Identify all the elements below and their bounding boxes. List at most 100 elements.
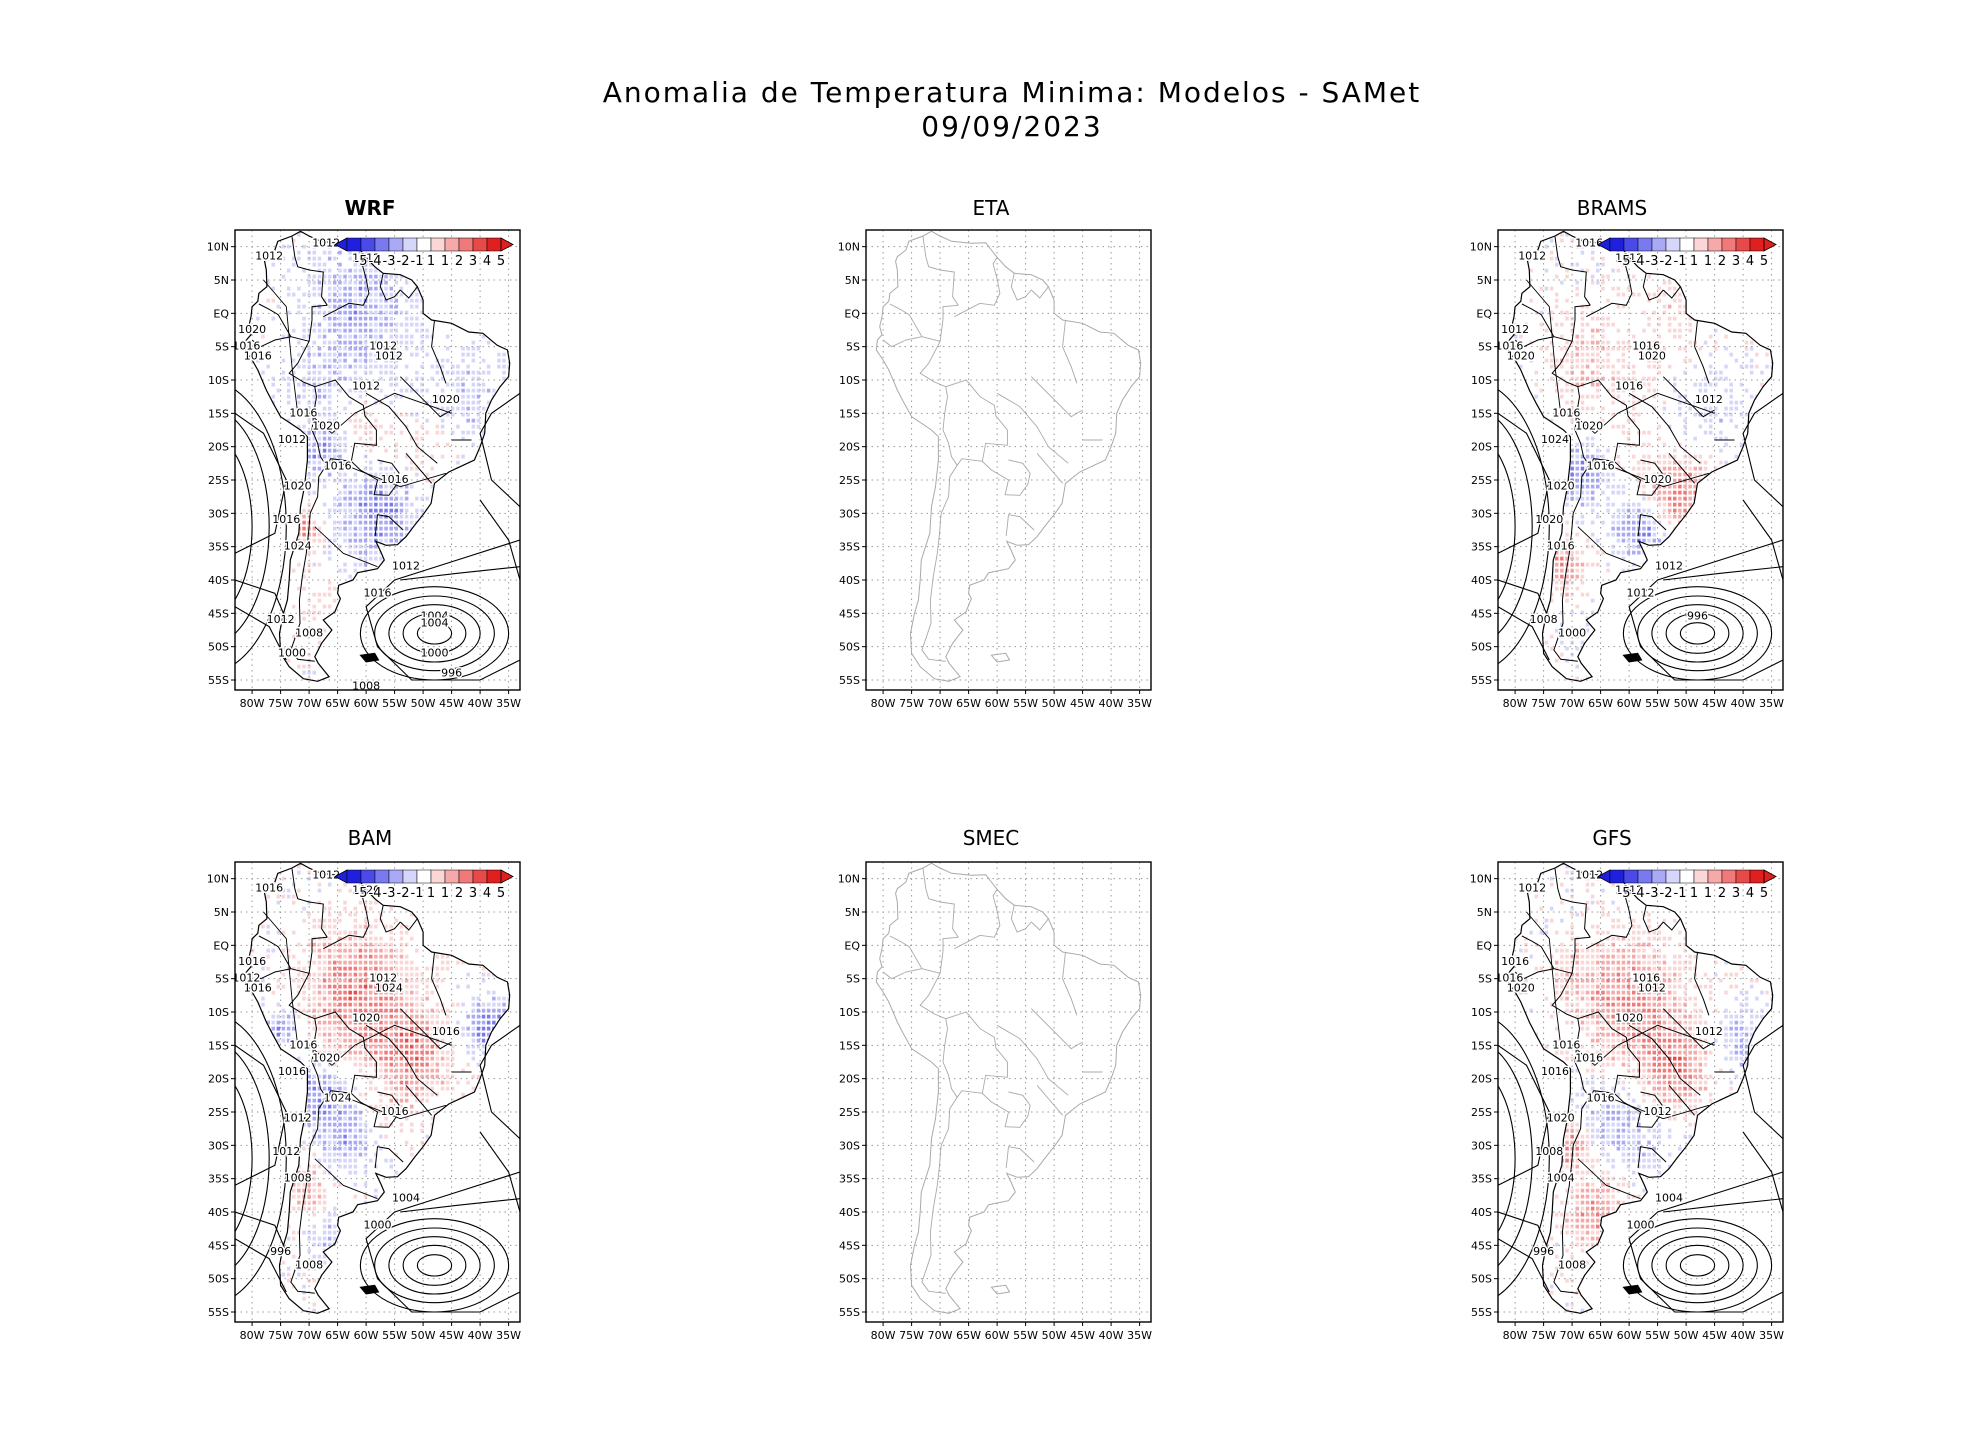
country-border: [1553, 936, 1591, 974]
lat-tick-label: 45S: [839, 1239, 860, 1252]
lat-tick-label: 20S: [208, 441, 229, 454]
lon-tick-label: 55W: [382, 697, 407, 710]
country-border: [311, 1011, 377, 1099]
colorbar-label: -2: [1660, 254, 1673, 269]
lat-tick-label: 40S: [839, 574, 860, 587]
country-border: [374, 1146, 404, 1169]
isobar-label: 1016: [232, 340, 260, 353]
isobar-label: 1008: [284, 1172, 312, 1185]
isobar-label: 1016: [278, 1065, 306, 1078]
lat-tick-label: 5N: [214, 906, 229, 919]
colorbar-swatch: [1609, 237, 1625, 252]
lat-tick-label: 25S: [839, 1106, 860, 1119]
lat-tick-label: EQ: [1476, 939, 1492, 952]
lon-tick-label: 45W: [1070, 697, 1095, 710]
colorbar-label: 3: [1732, 254, 1740, 269]
lat-tick-label: 15S: [839, 407, 860, 420]
lon-tick-label: 65W: [956, 1329, 981, 1342]
lon-tick-label: 75W: [1531, 1329, 1556, 1342]
falklands: [1622, 652, 1643, 663]
country-border: [1010, 905, 1032, 933]
isobar-label: 1012: [1575, 868, 1603, 881]
colorbar-label: 4: [1746, 886, 1754, 901]
isobar-label: 1024: [375, 982, 403, 995]
isobar-label: 1016: [244, 350, 272, 363]
isobar-label: 1016: [255, 882, 283, 895]
lat-tick-label: 20S: [839, 1073, 860, 1086]
colorbar-label: -4: [369, 886, 382, 901]
isobars: [235, 911, 520, 1313]
country-border: [1694, 951, 1710, 1016]
isobar-label: 1012: [1518, 882, 1546, 895]
lat-tick-label: 15S: [1471, 1039, 1492, 1052]
country-border: [922, 236, 959, 306]
graticule: [866, 230, 1151, 690]
lat-tick-label: 45S: [1471, 607, 1492, 620]
country-border: [311, 379, 377, 467]
isobar-label: 1012: [278, 433, 306, 446]
lat-tick-label: 55S: [208, 1306, 229, 1319]
lat-tick-label: 35S: [1471, 1173, 1492, 1186]
lon-tick-label: 70W: [928, 697, 953, 710]
colorbar-label: 4: [483, 886, 491, 901]
country-border: [882, 336, 922, 348]
lon-tick-label: 55W: [1013, 1329, 1038, 1342]
colorbar-swatch: [486, 237, 502, 252]
isobar-label: 1008: [352, 680, 380, 693]
map-frame: [234, 229, 521, 691]
country-border: [1005, 514, 1035, 537]
lat-tick-label: EQ: [213, 939, 229, 952]
falklands: [359, 1284, 380, 1295]
colorbar-label: -4: [1632, 886, 1645, 901]
colorbar-label: 5: [1760, 886, 1768, 901]
isobar-label: 1012: [1518, 250, 1546, 263]
lon-tick-label: 45W: [1702, 1329, 1727, 1342]
lat-tick-label: 5S: [846, 341, 860, 354]
lon-tick-label: 40W: [468, 1329, 493, 1342]
lat-tick-label: 55S: [1471, 674, 1492, 687]
coastline: [244, 862, 511, 1314]
axis-ticks: 10N 5N EQ 5S 10S 15S 20S 25S 30S 35S 40S 45S 50S 55S 8…: [838, 241, 1152, 710]
country-border: [996, 1024, 1069, 1096]
isobar-label: 1004: [421, 610, 449, 623]
colorbar-label: -3: [1646, 254, 1659, 269]
coastline: [1507, 862, 1774, 1314]
isobar-label: 1016: [1632, 972, 1660, 985]
lat-tick-label: 40S: [208, 1206, 229, 1219]
falklands: [990, 652, 1011, 663]
colorbar-swatch: [1679, 869, 1695, 884]
isobar-label: 1008: [295, 1258, 323, 1271]
isobar-label: 1012: [284, 1112, 312, 1125]
country-border: [1553, 304, 1591, 342]
figure-date: 09/09/2023: [921, 110, 1103, 143]
lon-tick-label: 60W: [354, 1329, 379, 1342]
country-border: [1030, 918, 1049, 931]
colorbar-swatch: [1609, 869, 1625, 884]
colorbar-swatch: [1651, 869, 1667, 884]
colorbar-label: -3: [1646, 886, 1659, 901]
lat-tick-label: 15S: [1471, 407, 1492, 420]
country-border: [1586, 257, 1633, 318]
lat-tick-label: 10S: [1471, 374, 1492, 387]
isobar-label: 1020: [1547, 1112, 1575, 1125]
lon-tick-label: 75W: [268, 1329, 293, 1342]
colorbar-label: 2: [455, 254, 463, 269]
colorbar-arrow-high: [1763, 869, 1777, 884]
country-border: [258, 935, 292, 969]
country-border: [1662, 286, 1681, 299]
colorbar-swatch: [1623, 237, 1639, 252]
axis-ticks: 10N 5N EQ 5S 10S 15S 20S 25S 30S 35S 40S 45S 50S 55S 8…: [207, 873, 521, 1342]
lat-tick-label: 40S: [1471, 1206, 1492, 1219]
colorbar-label: 3: [1732, 886, 1740, 901]
lon-tick-label: 35W: [496, 1329, 521, 1342]
isobar-label: 1024: [284, 540, 312, 553]
colorbar-swatch: [1651, 237, 1667, 252]
lon-tick-label: 80W: [1503, 697, 1528, 710]
colorbar-swatch: [1721, 869, 1737, 884]
colorbar-swatch: [388, 237, 404, 252]
colorbar-swatch: [1637, 237, 1653, 252]
isobar-label: 1008: [1535, 1145, 1563, 1158]
country-border: [919, 973, 948, 1063]
lon-tick-label: 50W: [1674, 697, 1699, 710]
lon-tick-label: 75W: [899, 1329, 924, 1342]
